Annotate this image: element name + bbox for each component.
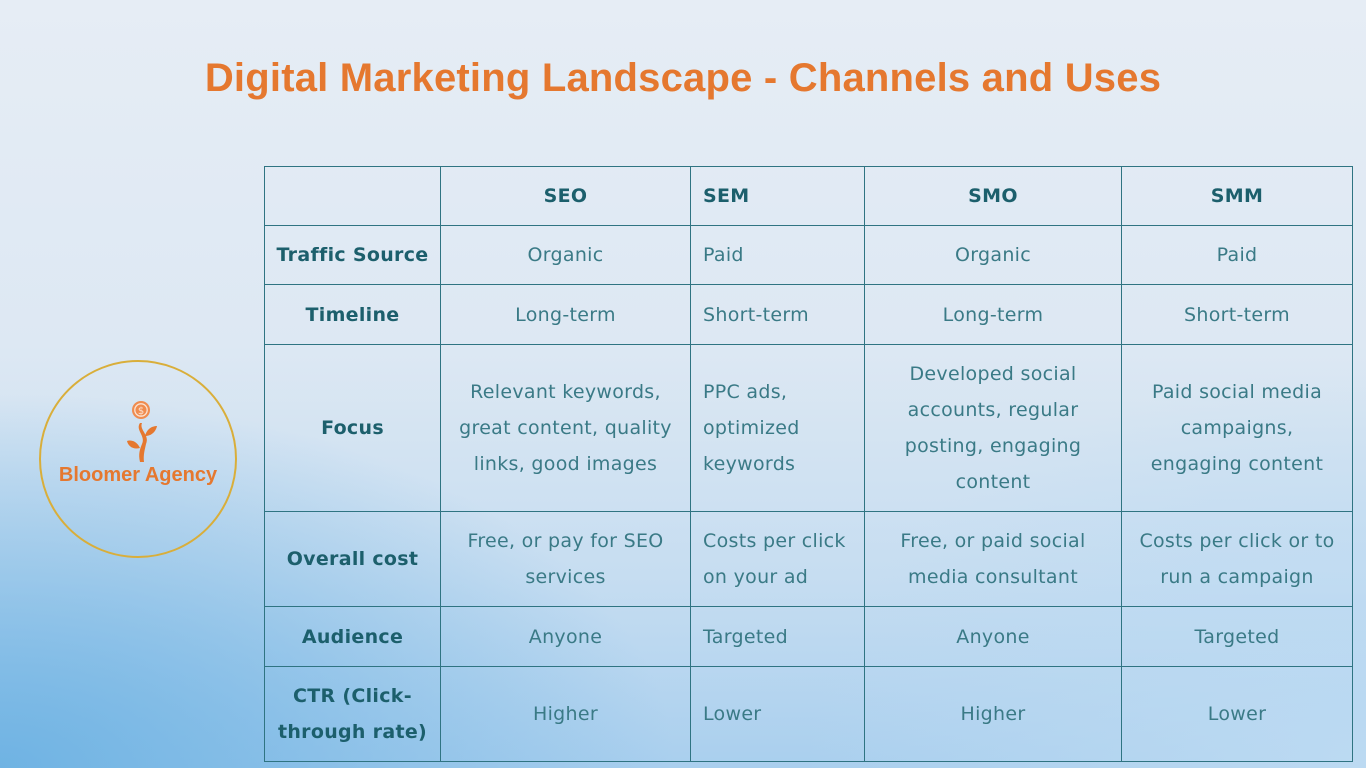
row-label: Traffic Source [264,225,441,285]
row-label: CTR (Click-through rate) [264,666,441,762]
table-row-focus: Focus Relevant keywords, great content, … [264,344,1353,512]
table-cell: Developed social accounts, regular posti… [864,344,1122,512]
column-header-seo: SEO [440,166,691,226]
table-cell: Organic [440,225,691,285]
table-cell: Short-term [1121,284,1353,345]
table-cell: Lower [1121,666,1353,762]
channels-comparison-table: SEO SEM SMO SMM Traffic Source Organic P… [264,166,1353,762]
column-header-sem: SEM [690,166,865,226]
table-cell: Free, or paid social media consultant [864,511,1122,607]
table-cell: PPC ads, optimized keywords [690,344,865,512]
table-cell: Organic [864,225,1122,285]
table-cell: Targeted [690,606,865,667]
table-cell: Long-term [864,284,1122,345]
table-row-ctr: CTR (Click-through rate) Higher Lower Hi… [264,666,1353,762]
row-label: Focus [264,344,441,512]
row-label: Timeline [264,284,441,345]
row-label: Audience [264,606,441,667]
table-row-timeline: Timeline Long-term Short-term Long-term … [264,284,1353,345]
table-cell: Long-term [440,284,691,345]
table-cell: Higher [440,666,691,762]
table-header-row: SEO SEM SMO SMM [264,166,1353,226]
table-cell: Anyone [440,606,691,667]
brand-logo: $ Bloomer Agency [39,360,237,558]
table-cell: Costs per click or to run a campaign [1121,511,1353,607]
table-cell: Higher [864,666,1122,762]
table-cell: Paid [690,225,865,285]
table-row-overall-cost: Overall cost Free, or pay for SEO servic… [264,511,1353,607]
table-cell: Costs per click on your ad [690,511,865,607]
svg-text:$: $ [138,406,144,417]
corner-cell [264,166,441,226]
table-cell: Paid [1121,225,1353,285]
table-cell: Short-term [690,284,865,345]
table-cell: Targeted [1121,606,1353,667]
page-title: Digital Marketing Landscape - Channels a… [204,56,1162,100]
table-cell: Free, or pay for SEO services [440,511,691,607]
row-label: Overall cost [264,511,441,607]
brand-name: Bloomer Agency [58,464,218,486]
column-header-smm: SMM [1121,166,1353,226]
table-cell: Relevant keywords, great content, qualit… [440,344,691,512]
table-row-traffic-source: Traffic Source Organic Paid Organic Paid [264,225,1353,285]
table-cell: Paid social media campaigns, engaging co… [1121,344,1353,512]
column-header-smo: SMO [864,166,1122,226]
dollar-flower-sprout-icon: $ [127,401,157,462]
table-cell: Anyone [864,606,1122,667]
table-cell: Lower [690,666,865,762]
table-row-audience: Audience Anyone Targeted Anyone Targeted [264,606,1353,667]
